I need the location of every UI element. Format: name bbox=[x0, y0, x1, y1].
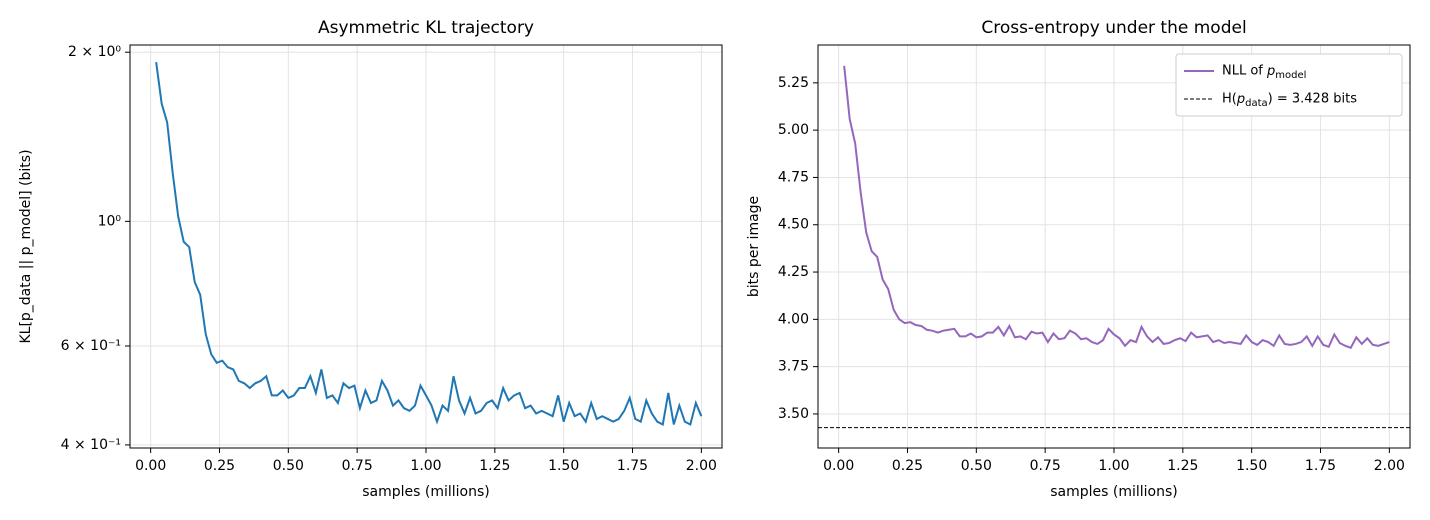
legend-label: H(pdata​) = 3.428 bits bbox=[1222, 92, 1357, 110]
legend: NLL of pmodel​H(pdata​) = 3.428 bits bbox=[1175, 53, 1403, 117]
x-tick-label: 2.00 bbox=[1374, 458, 1405, 474]
x-tick-label: 0.00 bbox=[135, 458, 166, 474]
y-tick-label: 4.25 bbox=[778, 264, 809, 280]
x-tick-label: 2.00 bbox=[686, 458, 717, 474]
x-tick-label: 0.25 bbox=[204, 458, 235, 474]
line-series bbox=[155, 62, 703, 426]
x-tick-label: 1.00 bbox=[410, 458, 441, 474]
x-tick-label: 1.25 bbox=[1167, 458, 1198, 474]
x-axis-label: samples (millions) bbox=[1050, 484, 1178, 500]
legend-box bbox=[1175, 53, 1403, 117]
x-tick-label: 1.00 bbox=[1098, 458, 1129, 474]
chart-title: Cross-entropy under the model bbox=[981, 18, 1246, 38]
y-tick-label: 5.00 bbox=[778, 122, 809, 138]
y-tick-label: 4.00 bbox=[778, 311, 809, 327]
y-tick-label: 4.50 bbox=[778, 217, 809, 233]
x-tick-label: 0.50 bbox=[961, 458, 992, 474]
x-tick-label: 0.75 bbox=[1030, 458, 1061, 474]
x-tick-label: 0.25 bbox=[892, 458, 923, 474]
y-tick-label: 4.75 bbox=[778, 169, 809, 185]
x-tick-label: 1.75 bbox=[1305, 458, 1336, 474]
y-axis-label: KL[p_data || p_model] (bits) bbox=[18, 149, 34, 343]
y-tick-label: 6 × 10⁻¹ bbox=[61, 338, 121, 354]
x-tick-label: 1.50 bbox=[1236, 458, 1267, 474]
y-tick-label: 3.50 bbox=[778, 406, 809, 422]
x-tick-label: 0.00 bbox=[823, 458, 854, 474]
x-tick-label: 1.75 bbox=[617, 458, 648, 474]
y-tick-label: 5.25 bbox=[778, 75, 809, 91]
plot-frame bbox=[817, 44, 1411, 449]
plot-frame bbox=[129, 44, 723, 449]
x-axis-label: samples (millions) bbox=[362, 484, 490, 500]
x-tick-label: 0.50 bbox=[273, 458, 304, 474]
x-tick-label: 1.50 bbox=[548, 458, 579, 474]
line-series bbox=[843, 65, 1390, 349]
y-tick-label: 4 × 10⁻¹ bbox=[61, 437, 121, 453]
x-tick-label: 0.75 bbox=[342, 458, 373, 474]
chart-title: Asymmetric KL trajectory bbox=[318, 18, 534, 38]
x-tick-label: 1.25 bbox=[479, 458, 510, 474]
y-axis-label: bits per image bbox=[746, 196, 762, 297]
y-tick-label: 3.75 bbox=[778, 359, 809, 375]
y-tick-label: 2 × 10⁰ bbox=[68, 44, 121, 60]
y-tick-label: 10⁰ bbox=[98, 213, 122, 229]
